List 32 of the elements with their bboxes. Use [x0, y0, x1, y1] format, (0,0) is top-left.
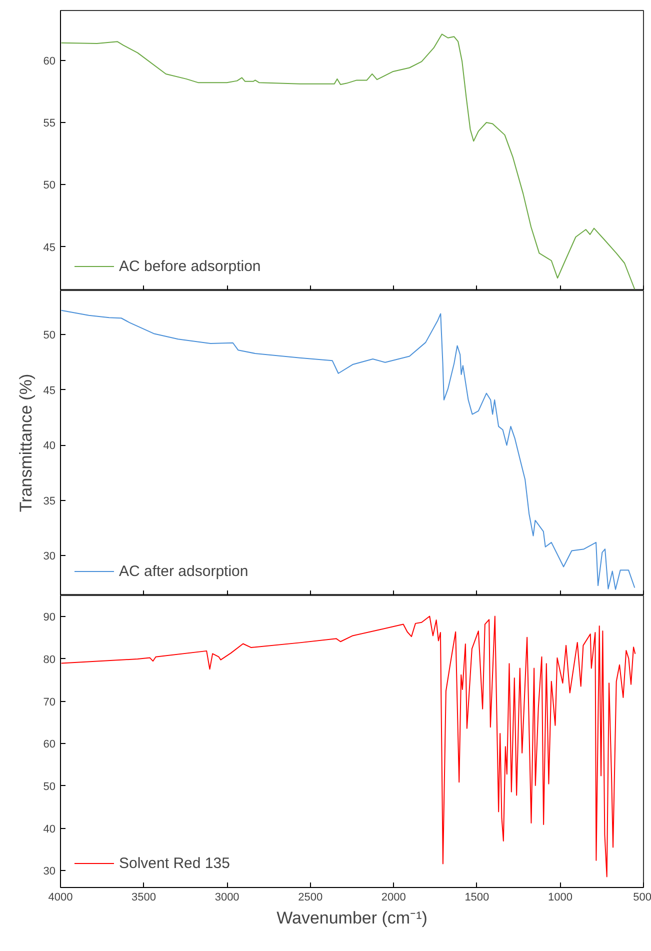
y-tick-label: 30	[43, 550, 56, 563]
y-tick-label: 90	[43, 612, 56, 624]
y-tick-label: 40	[43, 440, 56, 452]
line-series	[60, 616, 636, 878]
x-tick-label: 3500	[132, 892, 156, 904]
y-tick-label: 40	[43, 823, 56, 836]
y-tick-label: 45	[43, 384, 56, 397]
y-tick-label: 50	[43, 780, 56, 793]
y-tick-label: 70	[43, 696, 56, 708]
y-tick-label: 35	[43, 495, 56, 508]
y-tick-label: 50	[43, 180, 56, 192]
line-series	[60, 310, 636, 590]
x-axis-title: Wavenumber (cm⁻¹)	[276, 908, 428, 928]
y-tick-label: 80	[43, 654, 56, 666]
y-tick-label: 50	[43, 330, 56, 342]
y-tick-label: 60	[43, 55, 56, 68]
x-tick-label: 2000	[381, 892, 406, 904]
legend-label: Solvent Red 135	[119, 854, 230, 872]
y-axis-title: Transmittance (%)	[16, 374, 36, 512]
x-tick-label: 3000	[214, 892, 240, 904]
x-tick-label: 4000	[48, 892, 73, 904]
legend-label: AC before adsorption	[119, 258, 261, 274]
y-tick-label: 55	[43, 118, 56, 130]
y-tick-label: 45	[43, 242, 56, 254]
y-tick-label: 60	[43, 738, 56, 751]
y-tick-label: 30	[43, 866, 56, 878]
line-series	[60, 34, 636, 290]
x-tick-label: 1000	[548, 892, 572, 904]
x-tick-label: 500	[633, 892, 651, 904]
x-tick-label: 1500	[464, 892, 490, 904]
legend-label: AC after adsorption	[119, 562, 248, 580]
x-tick-label: 2500	[298, 892, 323, 904]
